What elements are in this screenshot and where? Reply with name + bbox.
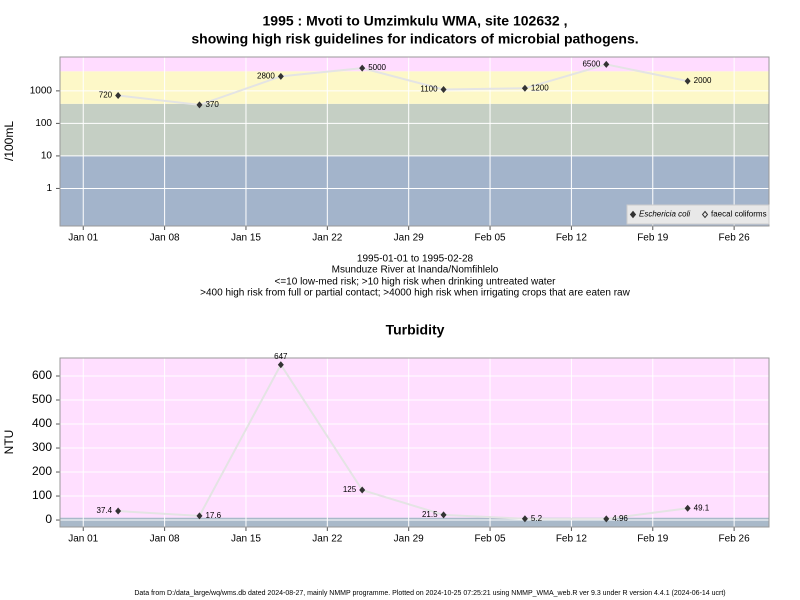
y-tick-label: 500 [32, 392, 52, 406]
data-point [440, 511, 447, 519]
risk-band [60, 358, 769, 518]
plot-frame [59, 357, 770, 528]
x-tick-label: Feb 26 [719, 233, 751, 244]
x-tick-label: Feb 05 [474, 233, 506, 244]
x-tick-label: Feb 12 [556, 233, 588, 244]
data-label: 1100 [420, 85, 438, 94]
x-tick-label: Jan 15 [231, 534, 261, 545]
legend-marker [701, 210, 709, 219]
data-point [684, 504, 691, 512]
legend-marker [629, 210, 637, 219]
data-point [115, 92, 122, 100]
y-tick-label: 1 [46, 183, 52, 194]
data-point [196, 101, 203, 109]
x-tick-label: Jan 22 [312, 534, 342, 545]
y-axis-label: /100mL [2, 121, 16, 161]
x-tick-label: Jan 08 [150, 534, 180, 545]
footer: Data from D:/data_large/wq/wms.db dated … [134, 590, 725, 597]
subtitle: Msunduze River at Inanda/Nomfihlelo [332, 265, 499, 276]
x-tick-label: Feb 05 [474, 534, 506, 545]
risk-band [60, 71, 769, 104]
y-tick-label: 600 [32, 368, 52, 382]
data-point [359, 486, 366, 494]
y-tick-label: 1000 [30, 86, 53, 97]
x-tick-label: Jan 01 [68, 534, 98, 545]
chart-title: 1995 : Mvoti to Umzimkulu WMA, site 1026… [263, 13, 568, 29]
y-tick-label: 100 [35, 118, 52, 129]
y-axis-label: NTU [2, 430, 16, 455]
risk-band [60, 517, 769, 527]
x-tick-label: Jan 15 [231, 233, 261, 244]
data-point [521, 515, 528, 523]
y-tick-label: 0 [45, 512, 52, 526]
y-tick-label: 300 [32, 440, 52, 454]
data-label: 2000 [694, 76, 712, 85]
x-tick-label: Jan 01 [68, 233, 98, 244]
data-point [684, 77, 691, 85]
data-point [521, 84, 528, 92]
data-point [277, 361, 284, 369]
data-point [359, 64, 366, 72]
x-tick-label: Jan 29 [394, 233, 424, 244]
y-tick-label: 100 [32, 488, 52, 502]
y-tick-label: 400 [32, 416, 52, 430]
subtitle: >400 high risk from full or partial cont… [200, 288, 630, 299]
data-label: 1200 [531, 83, 549, 92]
x-tick-label: Feb 19 [637, 233, 669, 244]
data-label: 21.5 [422, 510, 438, 519]
data-label: 17.6 [205, 511, 221, 520]
data-point [196, 512, 203, 520]
y-tick-label: 200 [32, 464, 52, 478]
series-line [118, 362, 688, 520]
legend-box [626, 204, 770, 225]
data-point [115, 507, 122, 515]
x-tick-label: Feb 19 [637, 534, 669, 545]
data-label: 4.96 [612, 514, 628, 523]
series-line [118, 63, 688, 106]
y-tick-label: 10 [41, 151, 53, 162]
legend-label: Eschericia coli [639, 210, 690, 219]
x-tick-label: Feb 26 [719, 534, 751, 545]
risk-band [60, 57, 769, 72]
data-label: 647 [274, 352, 288, 361]
risk-band [60, 103, 769, 156]
x-tick-label: Jan 22 [312, 233, 342, 244]
subtitle: 1995-01-01 to 1995-02-28 [357, 254, 474, 265]
x-tick-label: Feb 12 [556, 534, 588, 545]
data-point [277, 72, 284, 80]
data-label: 720 [99, 91, 113, 100]
chart-title: Turbidity [386, 322, 445, 338]
data-label: 37.4 [97, 506, 113, 515]
data-label: 370 [205, 100, 219, 109]
data-point [603, 60, 610, 68]
data-label: 2800 [257, 71, 275, 80]
x-tick-label: Jan 08 [150, 233, 180, 244]
plot-frame [59, 56, 770, 227]
chart-title: showing high risk guidelines for indicat… [191, 31, 638, 47]
data-label: 5000 [368, 63, 386, 72]
legend-label: faecal coliforms [711, 210, 767, 219]
data-label: 5.2 [531, 514, 543, 523]
x-tick-label: Jan 29 [394, 534, 424, 545]
data-label: 6500 [582, 60, 600, 69]
data-label: 49.1 [694, 503, 710, 512]
subtitle: <=10 low-med risk; >10 high risk when dr… [275, 277, 557, 288]
data-label: 125 [343, 485, 357, 494]
data-point [440, 86, 447, 94]
data-point [603, 515, 610, 523]
